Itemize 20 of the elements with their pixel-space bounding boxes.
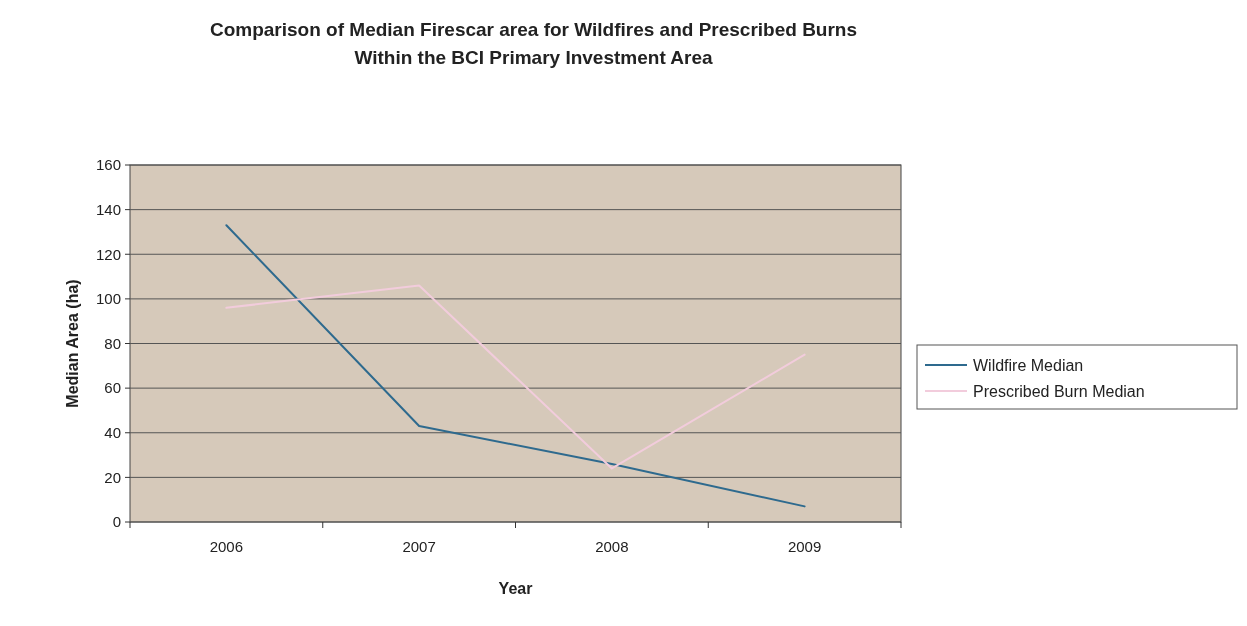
y-tick-label: 60: [104, 379, 121, 397]
line-series: [225, 284, 806, 470]
legend-label: Wildfire Median: [973, 356, 1084, 374]
y-axis-title: Median Area (ha): [64, 279, 81, 408]
chart-title: Comparison of Median Firescar area for Wildfires and Prescribed Burns Within the BCI Primary Investment Area: [209, 19, 858, 68]
x-tick-label: 2007: [402, 538, 436, 555]
y-tick-label: 0: [112, 513, 121, 531]
y-tick-label: 120: [95, 245, 121, 263]
y-tick-label: 40: [104, 424, 121, 441]
x-tick-label: 2008: [595, 538, 629, 555]
y-tick-label: 80: [104, 334, 121, 352]
legend-label: Prescribed Burn Median: [973, 382, 1145, 400]
y-tick-label: 160: [95, 156, 121, 174]
y-tick-label: 140: [95, 200, 121, 218]
x-tick-label: 2006: [209, 538, 244, 555]
line-series: [225, 224, 806, 508]
y-tick-label: 20: [104, 468, 121, 486]
y-tick-label: 100: [95, 290, 121, 308]
x-tick-label: 2009: [787, 538, 822, 555]
x-axis-title: Year: [498, 580, 533, 597]
